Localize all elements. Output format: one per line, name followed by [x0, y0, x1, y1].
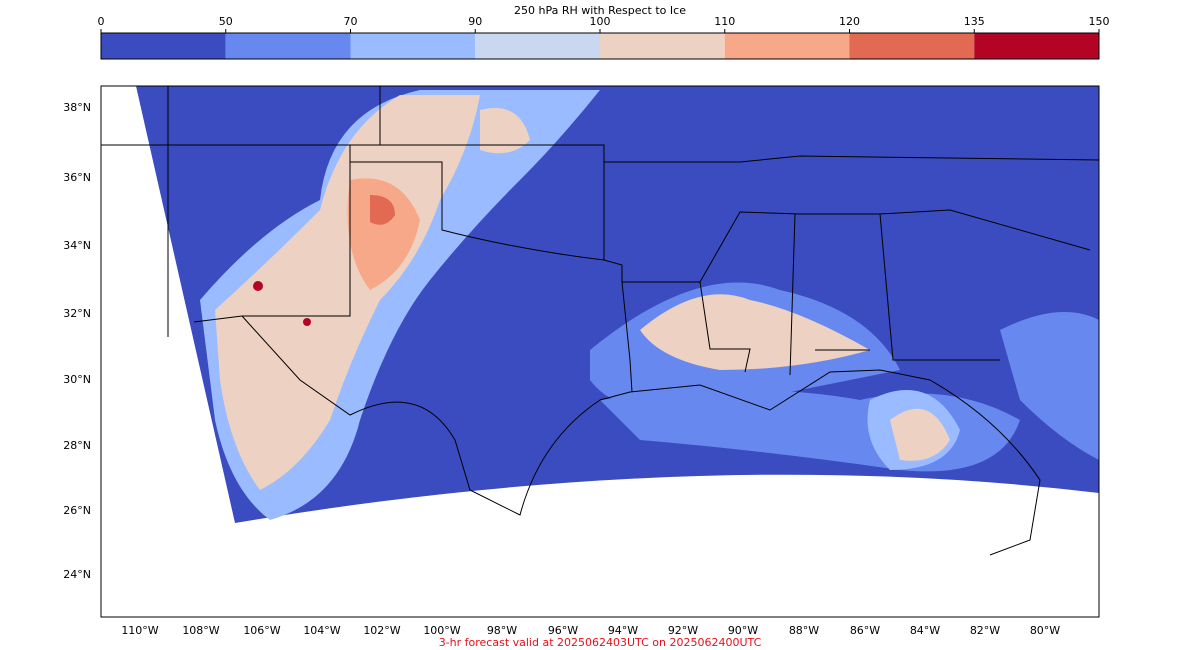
latitude-label: 24°N — [63, 568, 91, 581]
latitude-label: 32°N — [63, 307, 91, 320]
forecast-footer: 3-hr forecast valid at 2025062403UTC on … — [439, 636, 762, 649]
colorbar-segment — [225, 33, 351, 59]
colorbar-tick-label: 90 — [468, 15, 482, 28]
colorbar-segment — [849, 33, 975, 59]
longitude-label: 80°W — [1030, 624, 1060, 637]
longitude-label: 86°W — [850, 624, 880, 637]
longitude-label: 110°W — [121, 624, 158, 637]
colorbar-title: 250 hPa RH with Respect to Ice — [514, 4, 686, 17]
colorbar-segment — [724, 33, 850, 59]
colorbar-tick-label: 110 — [714, 15, 735, 28]
longitude-label: 106°W — [243, 624, 280, 637]
colorbar-tick-label: 50 — [219, 15, 233, 28]
longitude-label: 98°W — [487, 624, 517, 637]
colorbar-segment — [600, 33, 725, 59]
colorbar-tick-label: 120 — [839, 15, 860, 28]
longitude-label: 88°W — [789, 624, 819, 637]
state-borders — [101, 86, 1099, 556]
field-shading — [200, 90, 1099, 520]
colorbar-tick-label: 70 — [344, 15, 358, 28]
longitude-label: 94°W — [608, 624, 638, 637]
colorbar-segment — [350, 33, 476, 59]
longitude-label: 108°W — [182, 624, 219, 637]
colorbar-tick-label: 100 — [590, 15, 611, 28]
longitude-label: 84°W — [910, 624, 940, 637]
longitude-label: 90°W — [728, 624, 758, 637]
colorbar-segment — [101, 33, 226, 59]
longitude-label: 104°W — [303, 624, 340, 637]
latitude-label: 34°N — [63, 239, 91, 252]
latitude-label: 28°N — [63, 439, 91, 452]
colorbar-segment — [475, 33, 600, 59]
longitude-label: 96°W — [548, 624, 578, 637]
map: 38°N 36°N 34°N 32°N 30°N 28°N 26°N 24°N 110°W 10… — [63, 85, 1100, 637]
longitude-label: 92°W — [668, 624, 698, 637]
latitude-label: 26°N — [63, 504, 91, 517]
colorbar-tick-label: 0 — [98, 15, 105, 28]
colorbar-tick-label: 150 — [1089, 15, 1110, 28]
colorbar-segment — [974, 33, 1099, 59]
colorbar-tick-label: 135 — [964, 15, 985, 28]
colorbar: 0 50 70 90 100 110 120 135 150 — [98, 15, 1110, 60]
longitude-labels: 110°W 108°W 106°W 104°W 102°W 100°W 98°W 96°W 94… — [121, 624, 1060, 637]
longitude-label: 100°W — [423, 624, 460, 637]
latitude-labels: 38°N 36°N 34°N 32°N 30°N 28°N 26°N 24°N — [63, 101, 91, 581]
map-frame — [100, 85, 1100, 618]
latitude-label: 30°N — [63, 373, 91, 386]
longitude-label: 102°W — [363, 624, 400, 637]
latitude-label: 36°N — [63, 171, 91, 184]
longitude-label: 82°W — [970, 624, 1000, 637]
latitude-label: 38°N — [63, 101, 91, 114]
